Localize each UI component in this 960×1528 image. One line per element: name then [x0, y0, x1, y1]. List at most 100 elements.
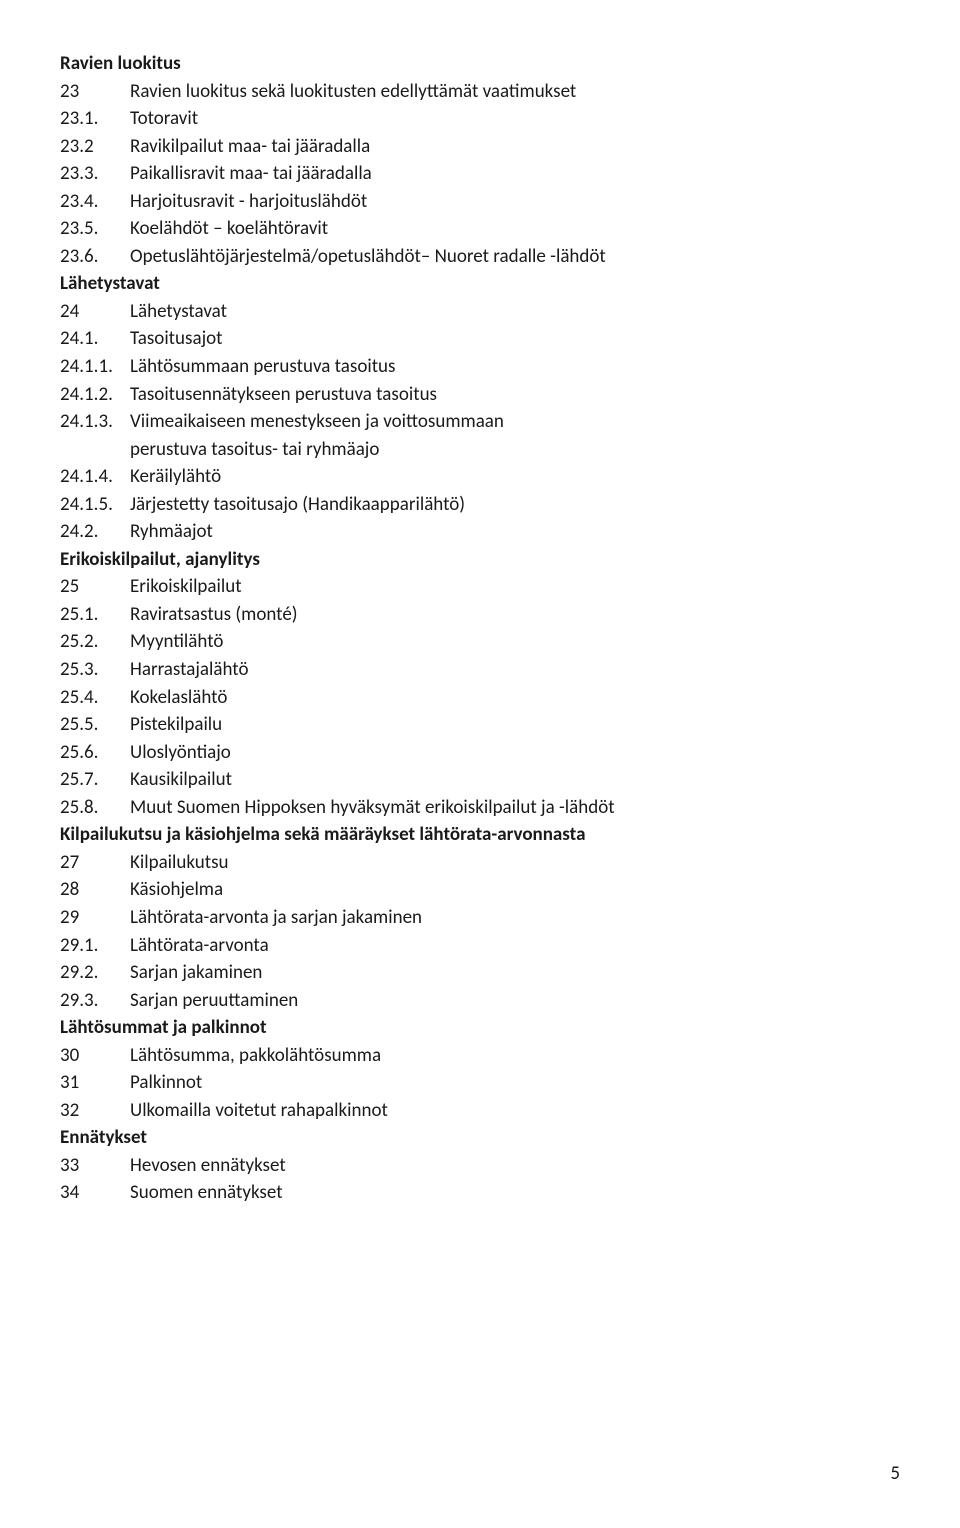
toc-number: 29.3.: [60, 987, 130, 1015]
toc-row: 23.3.Paikallisravit maa- tai jääradalla: [60, 160, 900, 188]
toc-row: 27Kilpailukutsu: [60, 849, 900, 877]
toc-number: 25.8.: [60, 794, 130, 822]
toc-number: 24.1.3.: [60, 408, 130, 436]
toc-number: 25.7.: [60, 766, 130, 794]
toc-text: Ryhmäajot: [130, 518, 213, 546]
toc-number: 27: [60, 849, 130, 877]
toc-number: 31: [60, 1069, 130, 1097]
toc-text: Sarjan peruuttaminen: [130, 987, 298, 1015]
toc-row: 25.2.Myyntilähtö: [60, 628, 900, 656]
toc-number: 24.1.1.: [60, 353, 130, 381]
toc-text: Ravien luokitus sekä luokitusten edellyt…: [130, 78, 576, 106]
toc-row: 24.1.4.Keräilylähtö: [60, 463, 900, 491]
toc-number: 25.3.: [60, 656, 130, 684]
toc-text-continuation: perustuva tasoitus- tai ryhmäajo: [60, 436, 900, 464]
toc-row: 25.6.Uloslyöntiajo: [60, 739, 900, 767]
toc-number: 23.3.: [60, 160, 130, 188]
toc-row: 25.3.Harrastajalähtö: [60, 656, 900, 684]
toc-row: 25Erikoiskilpailut: [60, 573, 900, 601]
toc-number: 23.5.: [60, 215, 130, 243]
toc-row: 23.5.Koelähdöt – koelähtöravit: [60, 215, 900, 243]
toc-row: 32Ulkomailla voitetut rahapalkinnot: [60, 1097, 900, 1125]
toc-row: 23.1.Totoravit: [60, 105, 900, 133]
toc-number: 25.2.: [60, 628, 130, 656]
toc-text: Järjestetty tasoitusajo (Handikaapparilä…: [130, 491, 465, 519]
toc-number: 34: [60, 1179, 130, 1207]
section-heading: Ravien luokitus: [60, 50, 900, 78]
toc-text: Pistekilpailu: [130, 711, 222, 739]
toc-row: 29.2.Sarjan jakaminen: [60, 959, 900, 987]
toc-text: Totoravit: [130, 105, 198, 133]
toc-number: 23.2: [60, 133, 130, 161]
toc-text: Erikoiskilpailut: [130, 573, 242, 601]
toc-number: 29.1.: [60, 932, 130, 960]
toc-number: 24: [60, 298, 130, 326]
toc-number: 28: [60, 876, 130, 904]
toc-number: 23.1.: [60, 105, 130, 133]
toc-row: 28Käsiohjelma: [60, 876, 900, 904]
toc-text: Opetuslähtöjärjestelmä/opetuslähdöt– Nuo…: [130, 243, 606, 271]
toc-number: 23: [60, 78, 130, 106]
toc-text: Harrastajalähtö: [130, 656, 248, 684]
toc-number: 25.6.: [60, 739, 130, 767]
toc-text: Palkinnot: [130, 1069, 202, 1097]
section-heading: Ennätykset: [60, 1124, 900, 1152]
toc-text: Tasoitusennätykseen perustuva tasoitus: [130, 381, 437, 409]
toc-text: Keräilylähtö: [130, 463, 221, 491]
toc-row: 24.1.3.Viimeaikaiseen menestykseen ja vo…: [60, 408, 900, 436]
toc-number: 32: [60, 1097, 130, 1125]
toc-row: 31Palkinnot: [60, 1069, 900, 1097]
toc-row: 24Lähetystavat: [60, 298, 900, 326]
toc-number: 25.1.: [60, 601, 130, 629]
section-heading: Kilpailukutsu ja käsiohjelma sekä määräy…: [60, 821, 900, 849]
toc-text: Muut Suomen Hippoksen hyväksymät erikois…: [130, 794, 615, 822]
toc-text: Lähtörata-arvonta ja sarjan jakaminen: [130, 904, 422, 932]
toc-row: 24.1.2.Tasoitusennätykseen perustuva tas…: [60, 381, 900, 409]
toc-text: Ulkomailla voitetut rahapalkinnot: [130, 1097, 388, 1125]
toc-text: Ravikilpailut maa- tai jääradalla: [130, 133, 370, 161]
toc-row: 25.8.Muut Suomen Hippoksen hyväksymät er…: [60, 794, 900, 822]
toc-number: 24.1.5.: [60, 491, 130, 519]
toc-row: 34Suomen ennätykset: [60, 1179, 900, 1207]
toc-text: Raviratsastus (monté): [130, 601, 298, 629]
toc-text: Harjoitusravit - harjoituslähdöt: [130, 188, 367, 216]
toc-row: 25.5.Pistekilpailu: [60, 711, 900, 739]
toc-row: 23Ravien luokitus sekä luokitusten edell…: [60, 78, 900, 106]
page-number: 5: [890, 1460, 900, 1488]
toc-number: 25.4.: [60, 684, 130, 712]
toc-row: 24.1.Tasoitusajot: [60, 325, 900, 353]
toc-number: 30: [60, 1042, 130, 1070]
toc-row: 25.7.Kausikilpailut: [60, 766, 900, 794]
toc-number: 29.2.: [60, 959, 130, 987]
toc-row: 29.1.Lähtörata-arvonta: [60, 932, 900, 960]
toc-text: Sarjan jakaminen: [130, 959, 262, 987]
toc-number: 24.1.4.: [60, 463, 130, 491]
toc-row: 29Lähtörata-arvonta ja sarjan jakaminen: [60, 904, 900, 932]
toc-content: Ravien luokitus23Ravien luokitus sekä lu…: [60, 50, 900, 1207]
toc-text: Lähtösummaan perustuva tasoitus: [130, 353, 395, 381]
toc-row: 24.1.1.Lähtösummaan perustuva tasoitus: [60, 353, 900, 381]
toc-row: 23.4.Harjoitusravit - harjoituslähdöt: [60, 188, 900, 216]
section-heading: Lähetystavat: [60, 270, 900, 298]
toc-text: Lähtörata-arvonta: [130, 932, 269, 960]
toc-number: 29: [60, 904, 130, 932]
toc-text: Kilpailukutsu: [130, 849, 229, 877]
toc-text: Käsiohjelma: [130, 876, 223, 904]
toc-number: 24.1.: [60, 325, 130, 353]
toc-row: 24.2.Ryhmäajot: [60, 518, 900, 546]
toc-row: 29.3.Sarjan peruuttaminen: [60, 987, 900, 1015]
toc-text: Myyntilähtö: [130, 628, 223, 656]
toc-text: Kokelaslähtö: [130, 684, 227, 712]
toc-number: 33: [60, 1152, 130, 1180]
toc-number: 23.4.: [60, 188, 130, 216]
toc-text: Kausikilpailut: [130, 766, 232, 794]
toc-text: Uloslyöntiajo: [130, 739, 231, 767]
toc-text: Koelähdöt – koelähtöravit: [130, 215, 328, 243]
toc-row: 30Lähtösumma, pakkolähtösumma: [60, 1042, 900, 1070]
toc-number: 25: [60, 573, 130, 601]
toc-number: 23.6.: [60, 243, 130, 271]
toc-row: 25.1.Raviratsastus (monté): [60, 601, 900, 629]
toc-text: Hevosen ennätykset: [130, 1152, 286, 1180]
toc-row: 25.4.Kokelaslähtö: [60, 684, 900, 712]
toc-row: 33Hevosen ennätykset: [60, 1152, 900, 1180]
